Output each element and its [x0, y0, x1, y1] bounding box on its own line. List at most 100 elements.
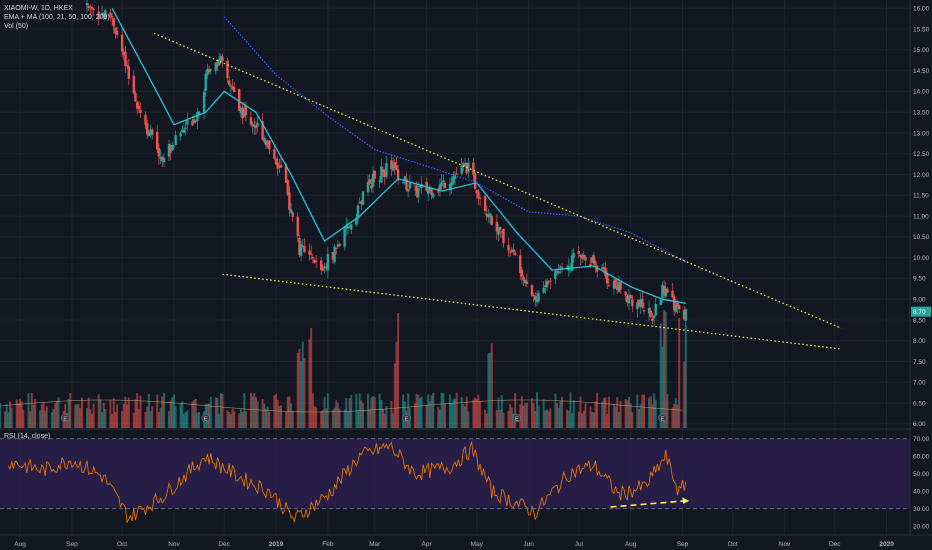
volume-bar: [601, 401, 604, 428]
candle-body: [360, 201, 363, 205]
candle-body: [437, 191, 440, 193]
candle-body: [416, 188, 420, 198]
price-tick-label: 6.50: [913, 400, 926, 407]
candle-body: [589, 263, 592, 266]
volume-bar: [367, 393, 370, 428]
volume-bar: [167, 411, 170, 428]
candle-body: [606, 274, 609, 284]
candle-body: [641, 298, 644, 308]
candle-body: [612, 281, 616, 289]
volume-bar: [474, 397, 477, 428]
volume-bar: [244, 411, 247, 428]
volume-bar: [209, 396, 212, 428]
volume-bar: [139, 395, 142, 428]
volume-bar: [44, 410, 47, 428]
volume-bar: [229, 413, 232, 428]
volume-bar: [126, 404, 129, 428]
volume-bar: [454, 398, 456, 428]
candle-body: [216, 62, 219, 67]
candle-body: [219, 56, 223, 61]
volume-bar: [532, 403, 535, 428]
candle-body: [345, 225, 348, 229]
candle-body: [378, 180, 381, 182]
candle-body: [629, 294, 632, 299]
volume-bar: [636, 394, 639, 428]
volume-bar: [360, 400, 363, 428]
candle-body: [87, 6, 90, 9]
price-tick-label: 9.00: [913, 296, 926, 303]
volume-bar: [432, 392, 435, 428]
candle-body: [485, 213, 488, 217]
volume-bar: [684, 325, 687, 428]
candles[interactable]: [85, 0, 688, 327]
price-axis[interactable]: 16.00 15.50 15.00 14.50 14.00 13.50 13.00 12.50…: [909, 0, 932, 535]
volume-bar: [589, 406, 592, 428]
earnings-marker-icon: [658, 413, 667, 423]
candle-body: [652, 315, 656, 319]
volume-bar: [97, 394, 100, 428]
candle-body: [104, 10, 107, 20]
candle-body: [182, 129, 186, 133]
volume-bar: [643, 394, 646, 428]
volume-bar: [475, 398, 478, 428]
rsi-line: [8, 440, 687, 524]
candle-body: [401, 182, 405, 184]
candle-body: [507, 245, 510, 251]
candle-body: [144, 114, 147, 125]
rsi-tick-label: 20.00: [913, 524, 930, 531]
volume-bar: [310, 327, 313, 428]
volume-bar: [172, 394, 175, 428]
earnings-marker-icon: [60, 413, 70, 423]
volume-bar: [331, 410, 334, 428]
volume-bar: [219, 392, 222, 428]
candle-body: [406, 188, 410, 192]
candle-body: [368, 179, 371, 184]
time-axis[interactable]: Aug Sep Oct Nov Dec 2019 Feb Mar Apr May Jun Jul Aug…: [0, 534, 932, 548]
candle-body: [498, 227, 502, 230]
volume-bar: [673, 403, 676, 428]
candle-body: [500, 231, 504, 233]
volume-bar: [10, 407, 13, 428]
volume-bar: [27, 393, 30, 428]
candle-body: [263, 138, 266, 142]
volume-bar: [75, 404, 78, 428]
volume-bar: [50, 412, 53, 428]
candle-body: [626, 295, 629, 303]
volume-title[interactable]: Vol (50): [4, 23, 29, 30]
volume-bar: [266, 406, 269, 428]
candle-body: [112, 18, 115, 27]
volume-bar: [137, 408, 140, 428]
volume-bar: [19, 399, 22, 428]
indicator-title[interactable]: EMA + MA (100, 21, 50, 100, 200): [4, 14, 110, 21]
volume-bar: [651, 404, 654, 428]
candle-body: [122, 52, 125, 55]
rsi-tick-label: 60.00: [913, 454, 930, 461]
time-tick-label: 2019: [269, 541, 284, 548]
candle-body: [514, 252, 517, 256]
volume-bar: [278, 406, 281, 428]
rsi-pane[interactable]: [0, 428, 932, 524]
candle-body: [296, 216, 299, 237]
volume-bar: [300, 360, 303, 428]
price-tick-label: 6.00: [913, 421, 926, 428]
symbol-title[interactable]: XIAOMI-W, 1D, HKEX: [4, 5, 73, 12]
volume-bar: [55, 400, 58, 428]
candle-body: [395, 165, 398, 170]
volume-bar: [308, 339, 311, 428]
volume-bar: [629, 403, 632, 428]
volume-bar: [512, 413, 515, 428]
candle-body: [161, 156, 164, 162]
volume-bar: [221, 394, 224, 428]
candle-body: [174, 135, 177, 145]
volume-bar: [288, 396, 291, 428]
candle-body: [601, 267, 604, 270]
volume-bar: [69, 392, 72, 428]
volume-bar: [102, 403, 105, 428]
candle-body: [127, 66, 131, 79]
volume-bar: [554, 393, 557, 428]
candle-body: [356, 205, 360, 219]
rsi-title[interactable]: RSI (14, close): [4, 433, 51, 440]
time-tick-label: Mar: [369, 541, 381, 548]
